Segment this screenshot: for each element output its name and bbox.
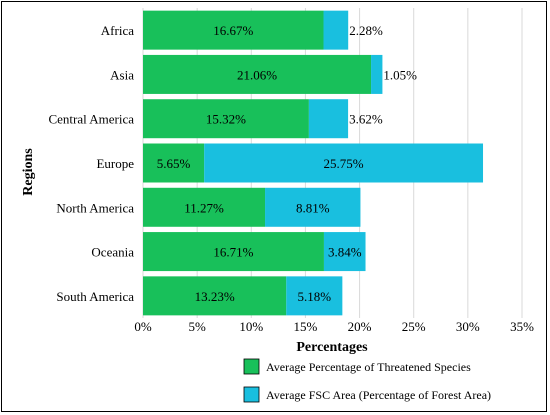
y-axis-title: Regions — [21, 148, 36, 196]
legend-label: Average FSC Area (Percentage of Forest A… — [266, 388, 491, 402]
data-label-fsc-area: 2.28% — [349, 23, 383, 38]
bar-fsc-area — [371, 54, 383, 94]
bar-threatened-species — [143, 143, 205, 183]
category-label: Europe — [96, 156, 134, 171]
category-label: South America — [56, 289, 134, 304]
legend: Average Percentage of Threatened Species… — [243, 358, 491, 403]
bar-fsc-area — [308, 99, 349, 139]
data-label-threatened-species: 13.23% — [195, 289, 235, 304]
data-label-fsc-area: 8.81% — [296, 200, 330, 215]
x-tick-label: 25% — [402, 319, 426, 334]
legend-swatch — [243, 358, 260, 375]
data-label-threatened-species: 21.06% — [237, 67, 277, 82]
category-label: Oceania — [91, 245, 134, 260]
x-tick-label: 35% — [510, 319, 534, 334]
data-label-fsc-area: 3.62% — [349, 112, 383, 127]
x-tick-label: 30% — [456, 319, 480, 334]
bar-fsc-area — [286, 276, 343, 316]
bar-threatened-species — [143, 99, 309, 139]
data-label-threatened-species: 5.65% — [157, 156, 191, 171]
x-tick-label: 15% — [294, 319, 318, 334]
data-label-fsc-area: 5.18% — [298, 289, 332, 304]
x-tick-label: 10% — [239, 319, 263, 334]
bar-threatened-species — [143, 54, 372, 94]
data-label-fsc-area: 1.05% — [383, 67, 417, 82]
legend-swatch — [243, 386, 260, 403]
bar-threatened-species — [143, 276, 287, 316]
data-label-fsc-area: 3.84% — [328, 245, 362, 260]
data-label-threatened-species: 15.32% — [206, 112, 246, 127]
data-label-threatened-species: 16.67% — [213, 23, 253, 38]
legend-label: Average Percentage of Threatened Species — [266, 360, 471, 374]
category-labels: Africa Asia Central America Europe North Ame… — [48, 23, 134, 304]
data-label-threatened-species: 11.27% — [184, 200, 224, 215]
x-axis-title: Percentages — [296, 340, 368, 355]
x-tick-labels: 0% 5% 10% 15% 20% 25% 30% 35% — [134, 319, 534, 334]
bar-threatened-species — [143, 232, 324, 272]
category-label: Africa — [101, 23, 134, 38]
data-label-fsc-area: 25.75% — [324, 156, 364, 171]
x-tick-label: 20% — [348, 319, 372, 334]
bar-threatened-species — [143, 187, 266, 227]
data-label-threatened-species: 16.71% — [213, 245, 253, 260]
category-label: Central America — [48, 112, 134, 127]
bar-fsc-area — [204, 143, 484, 183]
category-label: North America — [56, 200, 134, 215]
bar-fsc-area — [323, 232, 366, 272]
bar-fsc-area — [323, 10, 349, 50]
x-tick-label: 0% — [134, 319, 152, 334]
bars: 16.67% 2.28% 21.06% 1.05% 15.32% 3.62% 5.65% 25… — [143, 10, 484, 316]
bar-threatened-species — [143, 10, 324, 50]
bar-fsc-area — [265, 187, 361, 227]
category-label: Asia — [110, 67, 134, 82]
x-tick-label: 5% — [188, 319, 206, 334]
